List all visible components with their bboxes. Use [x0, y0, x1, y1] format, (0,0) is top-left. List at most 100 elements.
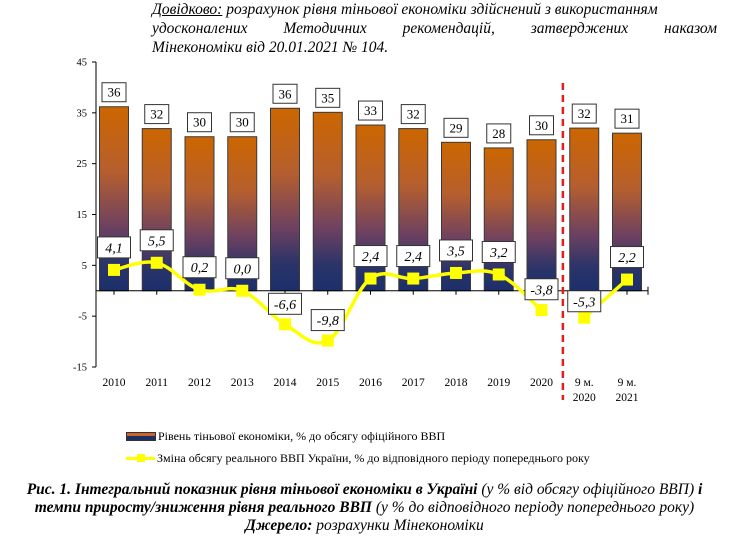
x-tick-label: 2017	[402, 377, 425, 389]
bar-value-label: 36	[108, 85, 122, 100]
bar	[526, 139, 557, 292]
line-value-label: 5,5	[148, 234, 166, 249]
bar-value-label: 35	[321, 90, 334, 105]
x-tick-label: 2015	[316, 377, 339, 389]
legend-item-line: Зміна обсягу реального ВВП України, % до…	[126, 447, 590, 469]
line-value-label: -6,6	[274, 298, 296, 313]
caption-normal-1: (у % від обсягу офіційного ВВП)	[477, 481, 698, 498]
caption-normal-2: (у % до відповідного періоду попередньог…	[371, 499, 695, 516]
figure-caption: Рис. 1. Інтегральний показник рівня тінь…	[10, 481, 719, 535]
line-value-box	[481, 240, 516, 263]
note-line-1-text: розрахунок рівня тіньової економіки здій…	[226, 1, 658, 18]
bar-value-box	[229, 112, 255, 133]
line-value-box	[310, 309, 345, 332]
line-value-box	[524, 278, 559, 301]
x-tick-label: 2012	[188, 377, 211, 389]
gdp-line-marker	[193, 283, 206, 296]
bar-value-box	[144, 104, 170, 125]
bar-value-box	[529, 115, 554, 136]
note-word: наказом	[664, 20, 717, 37]
gdp-line-marker	[108, 263, 120, 276]
bar-value-box	[486, 123, 512, 144]
line-value-box	[139, 229, 174, 252]
x-tick-label: 9 м.	[575, 377, 594, 389]
x-tick-label: 2016	[359, 377, 382, 389]
line-value-box	[97, 236, 131, 259]
bar-value-label: 32	[578, 106, 591, 121]
gdp-line-marker	[621, 273, 633, 286]
source-text: розрахунки Мінекономіки	[312, 517, 484, 534]
bar	[569, 127, 600, 292]
bar-value-label: 28	[492, 126, 505, 141]
line-value-label: -5,3	[573, 295, 595, 310]
line-value-label: 2,2	[618, 251, 636, 266]
note-word: затверджених	[530, 20, 629, 37]
x-tick-label: 2013	[231, 377, 254, 389]
bar	[312, 111, 343, 292]
bar-value-label: 33	[364, 103, 377, 118]
y-tick-label: 5	[82, 261, 87, 272]
note-line-3: Мінекономіки від 20.01.2021 № 104.	[152, 39, 389, 56]
gdp-line-marker	[321, 334, 334, 347]
axes-layer: 45 35 25 15 5 -5 -15 2010 2011 2012 2013 2014 2015 20…	[73, 58, 649, 404]
line-value-box	[182, 256, 217, 279]
y-tick-label: -15	[73, 363, 87, 374]
combo-chart: 45 35 25 15 5 -5 -15 2010 2011 2012 2013 2014 2015 20…	[73, 58, 649, 404]
bar-value-label: 30	[535, 118, 548, 133]
gdp-line-marker	[450, 266, 462, 279]
x-tick-label: 2020	[530, 377, 553, 389]
bar	[483, 147, 514, 292]
line-value-label: 3,5	[446, 244, 465, 259]
bar-value-label: 31	[621, 111, 634, 126]
gdp-line-marker	[364, 272, 377, 285]
labels-layer: 36 32 30 30 36 35 33 32 29 28 30 32 31 4,1 5,5 0,2 0,0 -6…	[97, 82, 644, 332]
line-value-label: 4,1	[105, 241, 123, 256]
bar-value-label: 30	[236, 115, 249, 130]
gdp-line-marker	[236, 284, 249, 297]
caption-source: Джерело: розрахунки Мінекономіки	[10, 517, 719, 535]
x-tick-label: 2018	[445, 377, 468, 389]
caption-bold-1: Рис. 1. Інтегральний показник рівня тінь…	[26, 481, 478, 498]
line-value-label: -3,8	[530, 283, 552, 298]
gdp-line-marker	[407, 272, 420, 285]
bar-value-label: 32	[150, 107, 163, 122]
gdp-line-marker	[492, 268, 505, 281]
note-word: рекомендацій,	[402, 20, 495, 37]
x-tick-label: 2021	[616, 392, 639, 404]
bar-value-box	[358, 100, 383, 121]
legend-item-bar: Рівень тіньової економіки, % до обсягу о…	[126, 425, 590, 447]
legend-bar-swatch	[126, 431, 156, 441]
x-tick-label: 2019	[487, 377, 510, 389]
line-value-box	[610, 246, 644, 269]
reference-note: Довідково: розрахунок рівня тіньової еко…	[152, 0, 717, 57]
line-value-box	[396, 245, 431, 268]
bar	[270, 107, 300, 292]
y-tick-label: -5	[78, 312, 87, 323]
x-tick-label: 2014	[274, 377, 297, 389]
note-word: Методичних	[283, 20, 367, 37]
line-layer	[108, 256, 633, 347]
legend-bar-label: Рівень тіньової економіки, % до обсягу о…	[158, 428, 446, 443]
line-value-box	[268, 292, 302, 315]
bar-value-box	[272, 83, 298, 104]
bar-value-box	[443, 117, 469, 138]
note-line-2: удосконалених Методичних рекомендацій, з…	[152, 19, 717, 38]
bar-value-box	[400, 104, 426, 125]
y-tick-label: 15	[77, 210, 88, 221]
line-value-label: 0,2	[191, 261, 209, 276]
note-label: Довідково:	[152, 1, 223, 18]
legend-line-swatch	[126, 453, 155, 463]
caption-text: Рис. 1. Інтегральний показник рівня тінь…	[27, 481, 703, 516]
bar	[99, 106, 129, 292]
line-value-box	[353, 245, 388, 268]
bar-value-label: 36	[279, 86, 293, 101]
legend-line-label: Зміна обсягу реального ВВП України, % до…	[157, 450, 590, 465]
line-value-box	[439, 239, 473, 262]
line-value-label: -9,8	[317, 314, 339, 329]
line-value-box	[567, 290, 602, 313]
line-value-label: 0,0	[234, 262, 252, 277]
gdp-line-marker	[150, 256, 163, 269]
note-word: удосконалених	[152, 20, 248, 37]
note-line-1: Довідково: розрахунок рівня тіньової еко…	[152, 0, 717, 19]
bar-value-label: 32	[407, 107, 420, 122]
